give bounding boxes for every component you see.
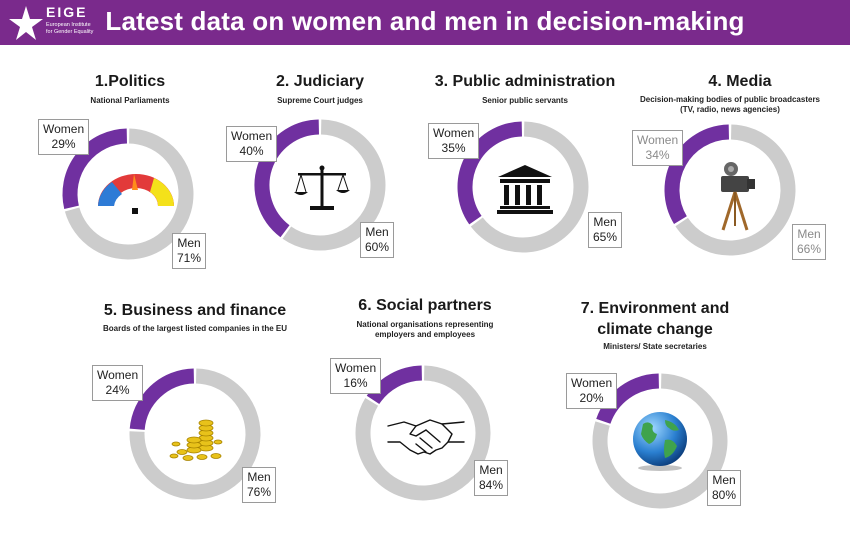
label-women-name: Women bbox=[433, 126, 475, 140]
label-men-name: Men bbox=[247, 470, 271, 484]
slice-women bbox=[366, 365, 423, 405]
label-women-pct: 16% bbox=[343, 376, 368, 390]
label-women-name: Women bbox=[231, 129, 273, 143]
label-men-pct: 80% bbox=[712, 488, 737, 502]
label-men-name: Men bbox=[177, 236, 201, 250]
label-women-pct: 35% bbox=[441, 141, 466, 155]
label-women-name: Women bbox=[637, 133, 679, 147]
label-men-name: Men bbox=[593, 215, 617, 229]
panel-subtitle-social-partners-line2: employers and employees bbox=[374, 330, 476, 339]
logo-brand: EIGE bbox=[46, 4, 88, 20]
label-men-politics: Men 71% bbox=[172, 233, 207, 269]
panel-title-judiciary: 2. Judiciary bbox=[275, 73, 365, 90]
label-women-business-finance: Women 24% bbox=[92, 365, 144, 401]
label-men-pct: 71% bbox=[177, 251, 202, 265]
slice-women bbox=[254, 119, 320, 238]
government-building-icon bbox=[497, 165, 553, 214]
parliament-icon bbox=[98, 174, 174, 214]
panel-subtitle-media: Decision-making bodies of public broadca… bbox=[620, 95, 840, 115]
label-women-pct: 40% bbox=[239, 144, 264, 158]
label-men-pct: 76% bbox=[247, 485, 272, 499]
label-women-public-administration: Women 35% bbox=[428, 123, 480, 159]
globe-icon bbox=[633, 412, 687, 471]
label-men-pct: 66% bbox=[797, 242, 822, 256]
label-women-pct: 34% bbox=[645, 148, 670, 162]
panel-subtitle-social-partners: National organisations representing empl… bbox=[325, 320, 525, 340]
panel-title-environment: 7. Environment and climate change bbox=[555, 298, 755, 340]
panel-title-environment-line2: climate change bbox=[597, 321, 713, 338]
slice-men bbox=[64, 128, 194, 260]
gold-coins-icon bbox=[169, 419, 223, 461]
label-women-name: Women bbox=[335, 361, 377, 375]
label-men-name: Men bbox=[365, 225, 389, 239]
label-men-media: Men 66% bbox=[792, 224, 827, 260]
slice-men bbox=[675, 124, 796, 256]
slice-men bbox=[355, 365, 491, 501]
panel-subtitle-media-line2: (TV, radio, news agencies) bbox=[680, 105, 780, 114]
slice-men bbox=[129, 368, 261, 500]
panel-subtitle-media-line1: Decision-making bodies of public broadca… bbox=[639, 95, 821, 104]
panel-title-social-partners: 6. Social partners bbox=[358, 297, 492, 314]
panel-subtitle-environment: Ministers/ State secretaries bbox=[603, 342, 707, 351]
panel-title-business-finance: 5. Business and finance bbox=[103, 302, 287, 319]
label-men-environment: Men 80% bbox=[707, 470, 742, 506]
label-men-social-partners: Men 84% bbox=[474, 460, 509, 496]
scales-icon bbox=[294, 165, 350, 210]
label-women-name: Women bbox=[43, 122, 85, 136]
label-women-environment: Women 20% bbox=[566, 373, 618, 409]
panel-subtitle-social-partners-line1: National organisations representing bbox=[356, 320, 494, 329]
slice-women bbox=[129, 368, 195, 431]
slice-women bbox=[457, 121, 523, 225]
panel-subtitle-politics: National Parliaments bbox=[90, 96, 170, 105]
label-men-name: Men bbox=[479, 463, 503, 477]
label-men-pct: 84% bbox=[479, 478, 504, 492]
label-men-public-administration: Men 65% bbox=[588, 212, 623, 248]
label-men-judiciary: Men 60% bbox=[360, 222, 395, 258]
slice-women bbox=[62, 128, 128, 210]
label-women-judiciary: Women 40% bbox=[226, 126, 278, 162]
label-women-name: Women bbox=[97, 368, 139, 382]
panel-subtitle-public-administration: Senior public servants bbox=[482, 96, 568, 105]
slice-women bbox=[596, 373, 660, 425]
eige-logo: EIGE European Institute for Gender Equal… bbox=[6, 2, 126, 44]
panel-title-public-administration: 3. Public administration bbox=[434, 73, 616, 90]
slice-men bbox=[282, 119, 386, 251]
label-women-politics: Women 29% bbox=[38, 119, 90, 155]
panel-title-environment-line1: 7. Environment and bbox=[580, 300, 730, 317]
logo-line-2: for Gender Equality bbox=[46, 29, 94, 35]
label-women-media: Women 34% bbox=[632, 130, 684, 166]
handshake-icon bbox=[387, 419, 465, 455]
label-women-name: Women bbox=[571, 376, 613, 390]
label-men-business-finance: Men 76% bbox=[242, 467, 277, 503]
label-men-name: Men bbox=[797, 227, 821, 241]
label-women-pct: 29% bbox=[51, 137, 76, 151]
panel-title-media: 4. Media bbox=[708, 73, 772, 90]
slice-men bbox=[470, 121, 589, 253]
label-women-pct: 20% bbox=[579, 391, 604, 405]
star-figure-icon bbox=[9, 6, 43, 40]
panel-subtitle-business-finance: Boards of the largest listed companies i… bbox=[102, 324, 288, 333]
label-men-name: Men bbox=[712, 473, 736, 487]
page-title: Latest data on women and men in decision… bbox=[105, 6, 745, 36]
panel-title-politics: 1.Politics bbox=[94, 73, 166, 90]
panel-subtitle-judiciary: Supreme Court judges bbox=[277, 96, 363, 105]
slice-men bbox=[592, 373, 728, 509]
label-men-pct: 65% bbox=[593, 230, 618, 244]
label-women-pct: 24% bbox=[105, 383, 130, 397]
label-women-social-partners: Women 16% bbox=[330, 358, 382, 394]
film-camera-icon bbox=[721, 162, 755, 231]
logo-line-1: European Institute bbox=[46, 22, 91, 28]
label-men-pct: 60% bbox=[365, 240, 390, 254]
header-bar: EIGE European Institute for Gender Equal… bbox=[0, 0, 850, 45]
